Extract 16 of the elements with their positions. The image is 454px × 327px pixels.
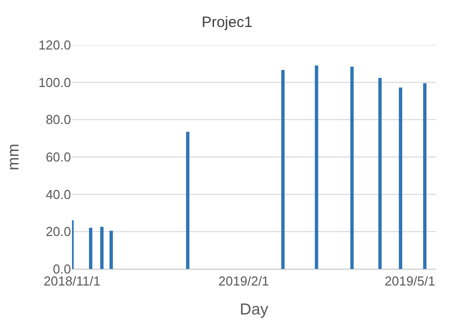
bar [110, 230, 113, 269]
y-tick-label: 100.0 [38, 74, 71, 90]
x-tick-label: 2019/5/1 [384, 274, 436, 289]
bar [100, 226, 104, 269]
y-tick-label: 20.0 [46, 224, 71, 240]
bar [186, 132, 190, 269]
y-tick-label: 40.0 [46, 186, 71, 202]
y-axis-title: mm [5, 144, 22, 170]
bar [88, 228, 92, 269]
x-axis-title: Day [240, 301, 268, 318]
y-tick-label: 60.0 [46, 150, 71, 165]
bar [423, 83, 426, 269]
y-tick-label: 120.0 [38, 38, 71, 53]
x-tick-label: 2019/2/1 [218, 274, 270, 289]
y-tick-label: 80.0 [46, 112, 71, 128]
chart-title: Projec1 [202, 14, 252, 31]
